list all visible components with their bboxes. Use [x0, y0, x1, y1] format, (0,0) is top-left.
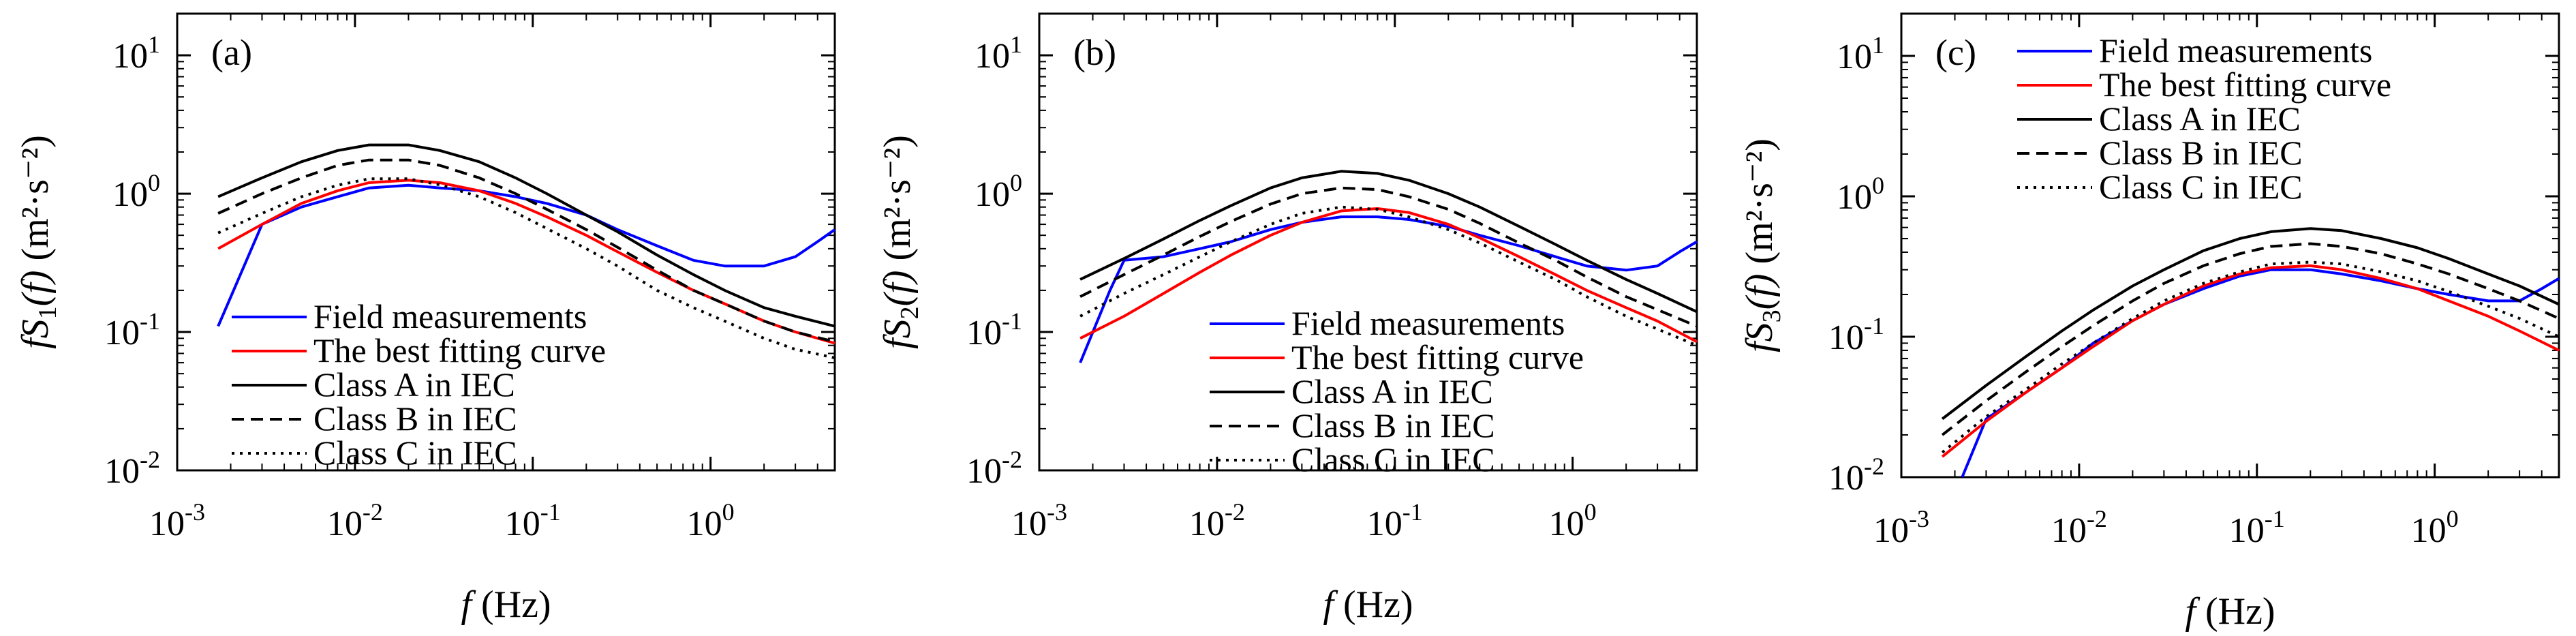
y-axis-label: fS2(f) (m²·s⁻²): [876, 135, 924, 349]
series-line-3: [217, 143, 835, 328]
y-tick-label: 100: [112, 169, 160, 214]
legend-label-4: Class B in IEC: [2099, 134, 2303, 172]
legend-label-4: Class B in IEC: [313, 399, 517, 438]
series-line-4: [1079, 186, 1698, 328]
series-line-4: [1941, 242, 2560, 436]
x-tick-label: 10-3: [1873, 505, 1929, 550]
series-line-1: [1079, 215, 1698, 363]
legend-label-1: Field measurements: [1291, 304, 1565, 342]
x-tick-label: 100: [2411, 505, 2459, 550]
series-line-1: [217, 183, 836, 327]
x-tick-label: 10-3: [1011, 498, 1067, 543]
series-line-5: [1079, 205, 1698, 347]
x-tick-label: 10-3: [149, 498, 205, 543]
series-line-2: [1079, 207, 1698, 344]
x-tick-label: 10-1: [2229, 505, 2285, 550]
y-tick-label: 10-1: [966, 307, 1022, 352]
y-tick-label: 100: [975, 169, 1022, 214]
x-tick-label: 100: [1549, 498, 1597, 543]
y-axis-label: fS1(f) (m²·s⁻²): [14, 135, 62, 349]
minor-ticks: [177, 13, 835, 470]
panel-label: (b): [1073, 32, 1116, 73]
y-tick-label: 10-2: [104, 446, 160, 491]
legend-label-5: Class C in IEC: [2099, 168, 2303, 206]
legend-label-2: The best fitting curve: [313, 331, 606, 369]
y-tick-label: 10-2: [1828, 453, 1884, 498]
legend-label-1: Field measurements: [313, 297, 587, 335]
x-tick-label: 100: [687, 498, 735, 543]
minor-ticks: [1901, 13, 2560, 477]
series-line-2: [1941, 264, 2560, 458]
y-tick-label: 100: [1837, 172, 1884, 217]
panel-3: 10-3 10-2 10-1 100 10-2 10-1 100 101 (c) Field me…: [1738, 12, 2560, 633]
x-axis-label: f (Hz): [461, 584, 551, 626]
minor-ticks: [1039, 13, 1698, 470]
legend-label-4: Class B in IEC: [1291, 406, 1495, 444]
legend-label-2: The best fitting curve: [1291, 338, 1584, 376]
plot-frame: [1900, 12, 2560, 479]
y-tick-label: 10-2: [966, 446, 1022, 491]
y-tick-label: 10-1: [104, 307, 160, 352]
legend-label-3: Class A in IEC: [313, 365, 515, 404]
x-axis-label: f (Hz): [1323, 584, 1413, 626]
panel-label: (a): [211, 32, 252, 73]
y-axis-label: fS3(f) (m²·s⁻²): [1738, 138, 1786, 352]
legend-label-1: Field measurements: [2099, 31, 2372, 70]
series-line-3: [1941, 227, 2560, 421]
panel-1: 10-3 10-2 10-1 100 10-2 10-1 100 101 (a) Field me…: [14, 12, 836, 626]
y-tick-label: 101: [112, 31, 160, 76]
legend-label-5: Class C in IEC: [313, 434, 517, 472]
series-line-4: [217, 158, 835, 344]
panel-label: (c): [1935, 32, 1976, 73]
legend-label-5: Class C in IEC: [1291, 440, 1495, 479]
x-tick-label: 10-1: [1367, 498, 1423, 543]
series-line-5: [1941, 260, 2560, 454]
x-axis-label: f (Hz): [2185, 590, 2275, 633]
x-tick-label: 10-2: [1189, 498, 1245, 543]
x-tick-label: 10-2: [2051, 505, 2107, 550]
x-tick-label: 10-2: [327, 498, 383, 543]
y-tick-label: 101: [975, 31, 1022, 76]
panel-2: 10-3 10-2 10-1 100 10-2 10-1 100 101 (b) Field me…: [876, 12, 1698, 626]
legend-label-3: Class A in IEC: [2099, 100, 2301, 138]
x-tick-label: 10-1: [505, 498, 561, 543]
legend-label-2: The best fitting curve: [2099, 65, 2391, 104]
plot-frame: [176, 12, 836, 472]
series-line-3: [1079, 170, 1698, 314]
y-tick-label: 10-1: [1828, 312, 1884, 357]
y-tick-label: 101: [1837, 31, 1884, 76]
legend-label-3: Class A in IEC: [1291, 372, 1493, 410]
